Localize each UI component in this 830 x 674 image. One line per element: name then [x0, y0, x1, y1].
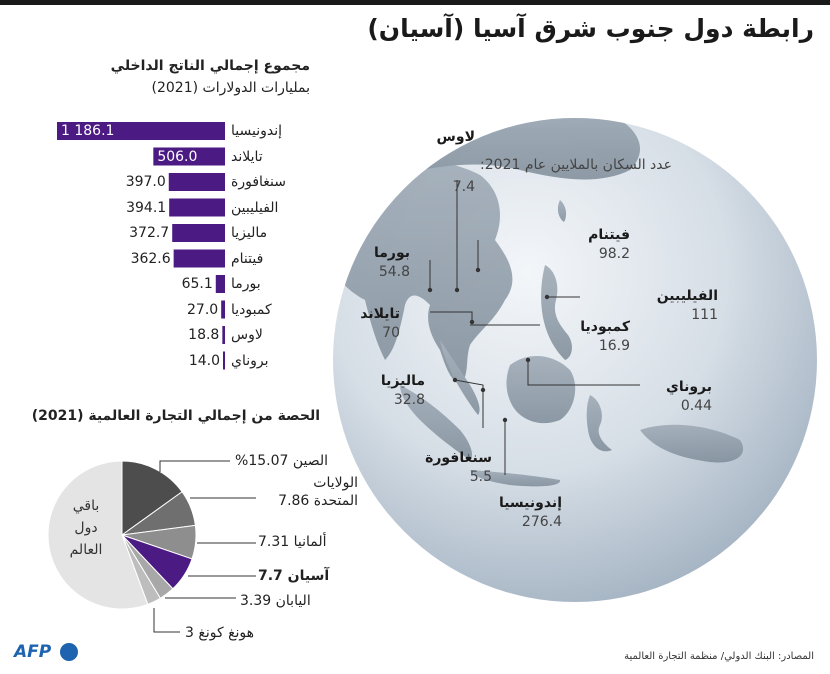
gdp-bar	[172, 224, 225, 242]
gdp-bar	[215, 275, 225, 293]
population-note: عدد السكان بالملايين عام 2021:	[480, 157, 672, 173]
gdp-country-label: فيتنام	[231, 250, 264, 267]
gdp-bar	[223, 351, 225, 370]
malay-peninsula	[440, 340, 480, 415]
country-name: بورما	[373, 245, 410, 261]
country-name: سنغافورة	[425, 450, 492, 466]
gdp-value-label: 394.1	[126, 199, 167, 216]
gdp-country-label: ماليزيا	[231, 225, 268, 241]
map-label-philippines: الفيليبين 111	[657, 287, 718, 325]
population-value: 0.44	[680, 398, 712, 414]
gdp-country-label: الفيليبين	[231, 199, 279, 216]
pie-leader-line	[153, 608, 180, 633]
population-value: 32.8	[393, 392, 425, 408]
gdp-bar	[173, 249, 225, 268]
population-value: 98.2	[598, 246, 630, 262]
gdp-country-label: تايلاند	[231, 148, 263, 165]
pie-rest-label: باقي دول العالم	[69, 498, 103, 558]
gdp-value-label: 14.0	[188, 352, 220, 369]
gdp-value-label: 65.1	[181, 276, 213, 292]
pie-label-asean: آسيان 7.7	[258, 568, 330, 584]
pie-label-usa: الولايات المتحدة 7.86	[278, 475, 358, 509]
gdp-bar-chart	[57, 122, 225, 370]
country-name: كمبوديا	[580, 319, 630, 335]
country-name: بروناي	[665, 379, 712, 395]
country-name: فيتنام	[588, 227, 630, 243]
map-leader-lines	[429, 180, 640, 475]
gdp-title: مجموع إجمالي الناتج الداخلي	[110, 58, 310, 74]
population-value: 70	[382, 325, 400, 341]
java-island	[470, 470, 561, 487]
sumatra-island	[400, 385, 472, 460]
country-name: إندونيسيا	[498, 495, 562, 511]
pie-leader-lines	[153, 460, 256, 633]
pie-label-china: الصين 15.07%	[235, 453, 329, 469]
gdp-country-label: سنغافورة	[231, 174, 286, 190]
population-value: 111	[691, 307, 718, 323]
gdp-bar	[57, 122, 225, 140]
pie-label-japan: اليابان 3.39	[240, 593, 311, 609]
page-title: رابطة دول جنوب شرق آسيا (آسيان)	[367, 14, 814, 43]
map-label-thailand: تايلاند 70	[360, 305, 400, 343]
gdp-bar	[168, 173, 225, 191]
gdp-value-label: 506.0	[157, 148, 198, 165]
trade-title: الحصة من إجمالي التجارة العالمية (2021)	[31, 408, 320, 424]
gdp-country-label: بورما	[231, 276, 261, 292]
philippines-islands	[541, 265, 572, 360]
sulawesi-island	[586, 395, 612, 452]
population-value: 7.4	[452, 179, 475, 195]
borneo-island	[506, 355, 576, 424]
pie-label-hongkong: هونغ كونغ 3	[185, 625, 255, 641]
afp-logo: AFP	[14, 642, 52, 662]
country-name: لاوس	[436, 129, 475, 145]
map-label-cambodia: كمبوديا 16.9	[580, 318, 630, 356]
map-label-malaysia: ماليزيا 32.8	[381, 372, 425, 410]
country-name: الفيليبين	[656, 288, 718, 304]
gdp-country-label: كمبوديا	[231, 301, 272, 318]
pie-slice-rest	[47, 460, 149, 610]
country-name: ماليزيا	[380, 373, 425, 389]
sources-note: المصادر: البنك الدولي/ منظمة التجارة الع…	[624, 651, 814, 662]
taiwan-island	[557, 200, 567, 222]
gdp-country-label: إندونيسيا	[231, 123, 282, 139]
gdp-bar	[221, 300, 225, 319]
map-label-brunei: بروناي 0.44	[666, 378, 712, 416]
gdp-value-label: 18.8	[188, 327, 220, 343]
map-pop-laos: 7.4	[453, 178, 475, 197]
population-value: 5.5	[469, 469, 492, 485]
trade-pie-chart	[47, 460, 197, 610]
gdp-value-label: 27.0	[187, 301, 219, 318]
gdp-subtitle: بمليارات الدولارات (2021)	[151, 80, 311, 96]
population-value: 54.8	[378, 264, 410, 280]
gdp-value-label: 372.7	[129, 225, 170, 241]
new-guinea-island	[640, 424, 744, 463]
country-name: تايلاند	[360, 306, 400, 322]
gdp-value-label: 362.6	[130, 250, 171, 267]
pie-slice	[121, 460, 183, 536]
map-label-laos: لاوس	[437, 128, 475, 147]
gdp-bar	[169, 198, 225, 217]
gdp-country-label: لاوس	[231, 327, 263, 343]
top-rule	[0, 0, 830, 5]
pie-leader-line	[159, 460, 230, 472]
map-dots	[427, 267, 550, 423]
gdp-bar	[222, 326, 225, 344]
gdp-country-label: بروناي	[231, 352, 269, 369]
map-label-indonesia: إندونيسيا 276.4	[499, 494, 562, 532]
afp-logo-dot	[60, 643, 78, 661]
map-label-vietnam: فيتنام 98.2	[588, 226, 630, 264]
gdp-value-label: 1 186.1	[61, 123, 115, 139]
population-value: 276.4	[521, 514, 562, 530]
gdp-value-label: 397.0	[125, 174, 166, 190]
gdp-bar	[153, 147, 225, 166]
population-value: 16.9	[598, 338, 630, 354]
map-label-burma: بورما 54.8	[374, 244, 410, 282]
pie-label-germany: ألمانيا 7.31	[258, 534, 327, 550]
map-label-singapore: سنغافورة 5.5	[425, 449, 492, 487]
